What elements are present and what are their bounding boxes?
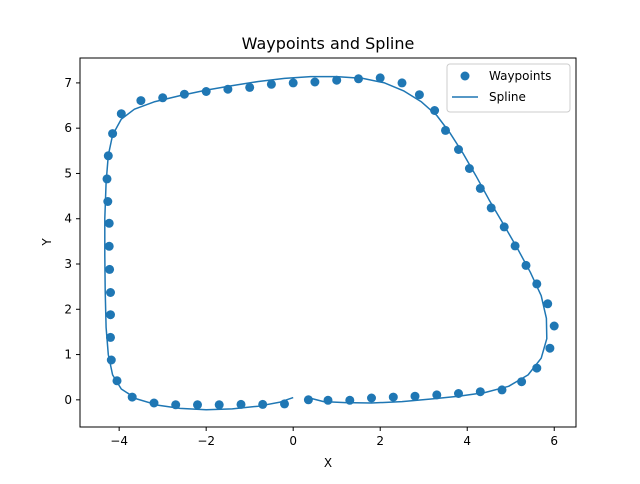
waypoint-marker (103, 151, 113, 161)
waypoint-marker (432, 390, 442, 400)
waypoint-marker (532, 363, 542, 373)
waypoint-marker (310, 77, 320, 87)
waypoint-marker (345, 395, 355, 405)
waypoint-marker (367, 393, 376, 403)
y-tick-label: 4 (64, 212, 72, 226)
waypoint-marker (103, 197, 113, 206)
waypoint-marker (102, 174, 112, 184)
waypoint-marker (475, 183, 485, 193)
waypoint-marker (158, 93, 168, 103)
x-axis-label: X (324, 456, 332, 470)
waypoint-marker (106, 355, 116, 365)
waypoint-marker (354, 74, 363, 84)
waypoint-marker (517, 377, 527, 387)
waypoint-marker (510, 241, 520, 251)
y-tick-label: 0 (64, 393, 72, 407)
waypoint-marker (497, 385, 507, 395)
y-axis: 0 1 2 3 4 5 6 7 (64, 76, 80, 407)
waypoint-marker (258, 399, 268, 409)
y-tick-label: 1 (64, 348, 72, 362)
waypoint-marker (332, 75, 342, 85)
waypoint-marker (149, 398, 159, 408)
legend-box (446, 63, 571, 113)
waypoint-marker (532, 279, 542, 289)
x-tick-label: 2 (376, 434, 384, 448)
waypoint-marker (106, 332, 115, 342)
waypoint-marker (116, 109, 126, 119)
waypoint-marker (106, 310, 115, 320)
waypoint-marker (486, 203, 496, 213)
waypoint-marker (441, 125, 450, 135)
x-tick-label: −2 (197, 434, 215, 448)
waypoint-marker (521, 260, 531, 270)
x-axis: −4 −2 0 2 4 6 (110, 427, 558, 448)
waypoint-marker (104, 241, 114, 251)
plot-area (102, 73, 559, 411)
waypoint-marker (303, 395, 313, 405)
waypoint-marker (430, 106, 440, 115)
x-tick-label: 4 (463, 434, 471, 448)
waypoint-marker (105, 264, 115, 274)
waypoint-marker (106, 288, 115, 297)
legend-label-spline: Spline (489, 90, 526, 104)
waypoint-marker (410, 391, 420, 401)
waypoint-marker (375, 73, 385, 83)
waypoint-marker (201, 87, 211, 96)
waypoint-marker (475, 387, 485, 397)
y-tick-label: 3 (64, 257, 72, 271)
waypoint-marker (543, 299, 553, 309)
waypoint-marker (104, 218, 114, 228)
legend: Waypoints Spline (446, 63, 571, 113)
waypoint-marker (193, 400, 202, 410)
x-tick-label: −4 (110, 434, 128, 448)
x-tick-label: 0 (289, 434, 297, 448)
waypoint-marker (127, 392, 137, 402)
y-tick-label: 2 (64, 302, 72, 316)
waypoint-marker (223, 84, 233, 94)
waypoint-marker (549, 321, 559, 331)
waypoint-marker (397, 78, 407, 88)
legend-label-waypoints: Waypoints (489, 69, 551, 83)
waypoint-marker (388, 392, 398, 402)
waypoint-marker (454, 389, 463, 398)
x-tick-label: 6 (550, 434, 558, 448)
waypoint-marker (464, 164, 474, 173)
waypoint-marker (323, 395, 333, 405)
waypoint-marker (108, 129, 118, 139)
waypoint-marker (288, 78, 298, 88)
y-tick-label: 7 (64, 76, 72, 90)
waypoint-marker (414, 90, 424, 100)
chart-title: Waypoints and Spline (242, 34, 415, 53)
waypoint-marker (454, 145, 463, 154)
y-axis-label: Y (40, 238, 54, 247)
waypoint-marker (266, 79, 276, 89)
waypoint-marker (499, 222, 509, 232)
waypoint-marker (214, 400, 224, 410)
spline-line (104, 75, 548, 411)
waypoint-marker (171, 400, 181, 410)
waypoint-marker (112, 376, 122, 386)
waypoint-marker (245, 82, 255, 92)
y-tick-label: 5 (64, 166, 72, 180)
waypoint-marker (179, 89, 189, 99)
waypoint-marker (545, 343, 555, 353)
y-tick-label: 6 (64, 121, 72, 135)
waypoint-marker (280, 399, 289, 409)
legend-marker-waypoints (460, 71, 470, 81)
waypoint-marker (136, 96, 146, 106)
plot-frame (79, 57, 577, 428)
waypoint-marker (236, 399, 246, 409)
